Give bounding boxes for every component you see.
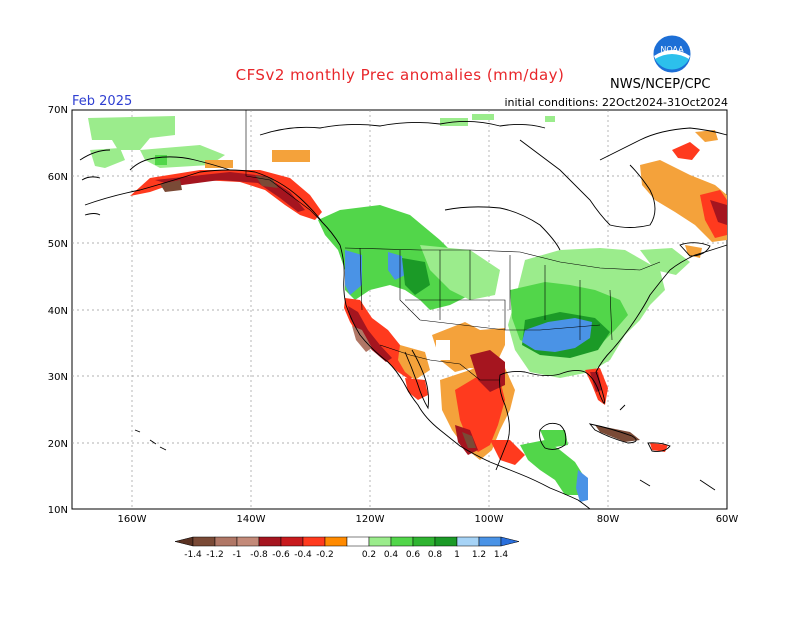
california-dry-strong <box>348 306 392 362</box>
alaska-wet-strong <box>155 155 167 165</box>
nwt-dry <box>272 150 310 162</box>
lon-label: 100W <box>475 514 504 525</box>
montana-wet <box>402 258 430 295</box>
lat-label: 10N <box>48 505 68 516</box>
lat-label: 20N <box>48 439 68 450</box>
colorbar-swatch <box>434 536 458 547</box>
colorbar-label: -1.4 <box>184 550 202 560</box>
colorbar-label: -1.2 <box>206 550 224 560</box>
lat-label: 70N <box>48 105 68 116</box>
tennessee-blue <box>522 318 592 352</box>
labrador-red <box>710 200 727 225</box>
lon-label: 160W <box>118 514 147 525</box>
colorbar-label: 1.4 <box>494 550 509 560</box>
central-america-dry <box>490 440 525 465</box>
arctic-wet-2 <box>472 114 494 120</box>
colorbar-swatch <box>192 536 216 547</box>
colorbar-swatch <box>368 536 392 547</box>
colorbar-swatch <box>302 536 326 547</box>
colorbar-label: -0.6 <box>272 550 290 560</box>
lon-axis: 160W 140W 120W 100W 80W 60W <box>118 514 739 525</box>
colorbar-label: 0.6 <box>406 550 421 560</box>
colorbar-swatch <box>412 536 436 547</box>
forecast-month: Feb 2025 <box>72 94 133 109</box>
colorbar-swatch <box>258 536 282 547</box>
chart-title: CFSv2 monthly Prec anomalies (mm/day) <box>235 66 565 84</box>
colorbar-swatch <box>280 536 304 547</box>
central-america-wet <box>520 440 585 495</box>
texas-dry-strong <box>470 350 505 392</box>
baja-south-dry <box>405 378 428 400</box>
florida-dry-strong <box>590 372 602 392</box>
colorbar-label: -0.4 <box>294 550 312 560</box>
colorbar-label: -0.2 <box>316 550 334 560</box>
colorbar-swatch <box>456 536 480 547</box>
colorbar-label: 1.2 <box>472 550 486 560</box>
colorbar-swatch <box>214 536 238 547</box>
yucatan-wet <box>540 430 568 448</box>
pnw-blue <box>345 250 362 295</box>
hispaniola-dry <box>650 443 668 452</box>
idaho-blue <box>388 252 405 280</box>
noaa-logo-icon: NOAA <box>652 34 692 74</box>
coastlines <box>79 121 728 510</box>
colorbar-label: 0.2 <box>362 550 376 560</box>
baffin-dry <box>695 130 718 142</box>
lon-label: 120W <box>356 514 385 525</box>
lat-label: 30N <box>48 372 68 383</box>
svg-text:NOAA: NOAA <box>660 45 684 54</box>
california-brown <box>352 326 372 352</box>
colorbar-arrow-right <box>500 536 520 547</box>
colorbar-swatch <box>478 536 502 547</box>
colorbar-swatch <box>324 536 348 547</box>
colorbar-label: -0.8 <box>250 550 268 560</box>
colorbar-legend: -1.4 -1.2 -1 -0.8 -0.6 -0.4 -0.2 0.2 0.4 0.6 0.8 1 1… <box>174 536 520 560</box>
colorbar-swatch <box>390 536 414 547</box>
lat-label: 50N <box>48 239 68 250</box>
colorbar-label: 0.4 <box>384 550 399 560</box>
alaska-west-wet <box>90 148 125 168</box>
lon-label: 140W <box>237 514 266 525</box>
lon-label: 80W <box>597 514 620 525</box>
colorbar-swatch <box>346 536 370 547</box>
arctic-wet-3 <box>545 116 555 122</box>
political-borders <box>245 110 661 381</box>
alaska-north-wet <box>88 116 175 150</box>
colorbar-label: 0.8 <box>428 550 443 560</box>
mexico-brown <box>462 432 476 448</box>
colorbar-swatch <box>236 536 260 547</box>
colorbar-label: -1 <box>233 550 242 560</box>
yukon-dry <box>205 160 233 168</box>
lat-axis: 70N 60N 50N 40N 30N 20N 10N <box>48 105 68 516</box>
initial-conditions: initial conditions: 22Oct2024-31Oct2024 <box>504 96 728 109</box>
az-white-gap <box>436 340 450 360</box>
lon-label: 60W <box>716 514 739 525</box>
labrador-dry-strong <box>700 190 727 238</box>
quebec-dry <box>640 160 727 242</box>
lat-label: 60N <box>48 172 68 183</box>
agency-label: NWS/NCEP/CPC <box>610 77 711 92</box>
maritimes-wet <box>640 248 690 275</box>
colorbar-arrow-left <box>174 536 194 547</box>
hudson-dry <box>672 142 700 160</box>
colorbar-label: 1 <box>454 550 460 560</box>
anomaly-fields <box>88 114 727 502</box>
lat-label: 40N <box>48 306 68 317</box>
central-america-blue <box>576 470 588 502</box>
cuba-dry <box>595 425 640 442</box>
